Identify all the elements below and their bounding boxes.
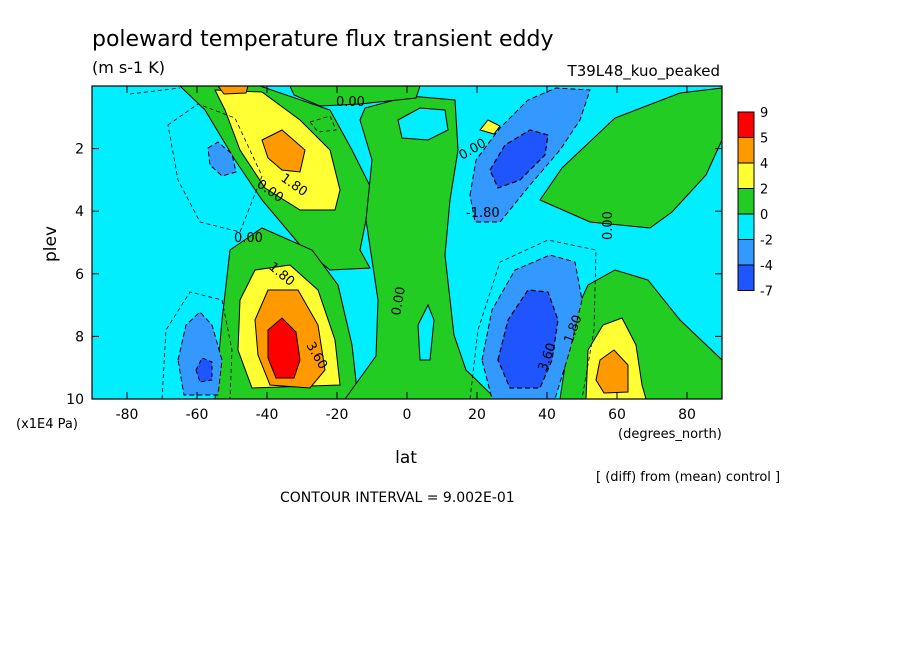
field-region-pos-equator <box>344 95 497 399</box>
contour-line-neg-top <box>129 87 337 133</box>
contour-label: 0.00 <box>336 95 365 110</box>
colorbar: 9 5 4 2 0 -2 -4 -7 <box>737 106 773 300</box>
colorbar-label: 0 <box>760 208 768 223</box>
field-region-pos-top <box>289 86 421 107</box>
comparison-note: [ (diff) from (mean) control ] <box>596 470 780 485</box>
y-axis-label: plev <box>41 226 61 262</box>
colorbar-label: 4 <box>760 157 768 172</box>
x-tick-label: 80 <box>678 407 696 423</box>
chart-title: poleward temperature flux transient eddy <box>92 27 554 52</box>
field-region-dark-blue-nh-lower <box>497 289 559 389</box>
colorbar-label: -4 <box>760 259 773 274</box>
colorbar-swatch <box>737 137 755 164</box>
y-tick-label: 4 <box>75 204 84 220</box>
units-label: (m s-1 K) <box>92 58 165 77</box>
x-tick-label: 20 <box>468 407 486 423</box>
colorbar-swatch <box>737 188 755 215</box>
x-tick-label: -20 <box>326 407 349 423</box>
field-region-blue-sh-upper <box>207 141 237 177</box>
field-region-pos-nh <box>539 87 722 229</box>
field-region-orange-top <box>217 86 249 95</box>
field-region-cyan-slit <box>417 303 435 361</box>
x-tick-label: 40 <box>538 407 556 423</box>
field-region-yellow-small <box>479 119 501 135</box>
y-tick-label: 10 <box>66 392 84 408</box>
colorbar-swatch <box>737 213 755 240</box>
y-tick-label: 2 <box>75 142 84 158</box>
colorbar-label: 9 <box>760 106 768 121</box>
plot-area <box>92 86 722 399</box>
x-tick-label: -40 <box>256 407 279 423</box>
contour-line-neg-sh-lower <box>161 291 233 399</box>
colorbar-label: 5 <box>760 132 768 147</box>
colorbar-label: -7 <box>760 285 773 300</box>
contour-interval: CONTOUR INTERVAL = 9.002E-01 <box>280 490 515 506</box>
contour-label: 0.00 <box>389 286 409 317</box>
x-tick-label: -80 <box>116 407 139 423</box>
contour-line-neg-nh <box>469 239 597 399</box>
field-region-orange-nh <box>595 349 629 394</box>
contour-label: 0.00 <box>601 211 616 240</box>
field-region-dark-blue-nh-upper <box>489 129 549 189</box>
x-tick-label: 0 <box>403 407 412 423</box>
x-axis-label: lat <box>395 448 417 468</box>
y-axis-units: (x1E4 Pa) <box>16 417 78 432</box>
contour-label: 0.00 <box>234 231 263 246</box>
field-region-orange-upper <box>261 129 306 173</box>
colorbar-label: 2 <box>760 183 768 198</box>
colorbar-swatch <box>737 162 755 189</box>
contour-label: -1.80 <box>466 206 500 221</box>
y-tick-label: 8 <box>75 329 84 345</box>
contour-line-neg-sh <box>167 103 263 233</box>
field-region-cyan-hole <box>397 107 449 141</box>
colorbar-swatch <box>737 239 755 266</box>
x-axis-units: (degrees_north) <box>618 427 722 442</box>
y-tick-label: 6 <box>75 267 84 283</box>
colorbar-label: -2 <box>760 234 773 249</box>
colorbar-swatch <box>737 111 755 138</box>
x-tick-label: -60 <box>186 407 209 423</box>
x-axis: -80 -60 -40 -20 0 20 40 60 80 <box>116 86 696 423</box>
field-region-red-lower <box>267 317 301 379</box>
y-axis: 2 4 6 8 10 <box>66 142 722 408</box>
field-region-dark-blue-sh <box>195 357 213 383</box>
experiment-label: T39L48_kuo_peaked <box>567 62 720 81</box>
colorbar-swatch <box>737 264 755 291</box>
x-tick-label: 60 <box>608 407 626 423</box>
